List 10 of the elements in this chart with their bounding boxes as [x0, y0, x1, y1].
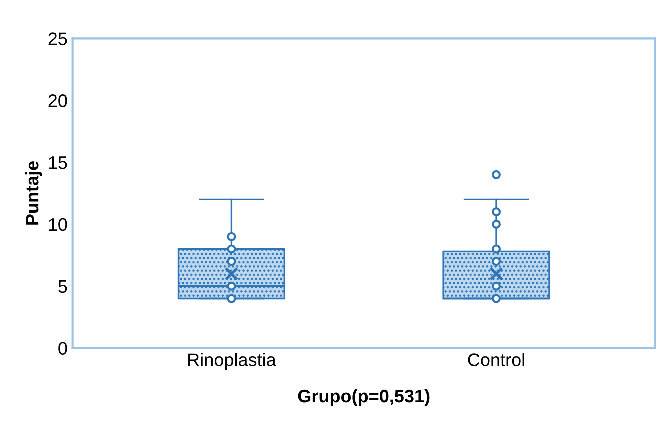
y-tick-label: 0: [58, 342, 68, 356]
y-tick-label: 5: [58, 280, 68, 294]
y-axis-title: Puntaje: [25, 162, 42, 225]
y-tick-label: 15: [49, 156, 68, 170]
y-tick-label: 25: [48, 32, 68, 46]
y-tick-label: 10: [49, 218, 68, 232]
x-tick-label: Rinoplastia: [188, 353, 276, 370]
x-axis-title: Grupo(p=0,531): [298, 389, 430, 406]
x-tick-label: Control: [468, 353, 524, 366]
y-tick-label: 20: [48, 94, 68, 108]
